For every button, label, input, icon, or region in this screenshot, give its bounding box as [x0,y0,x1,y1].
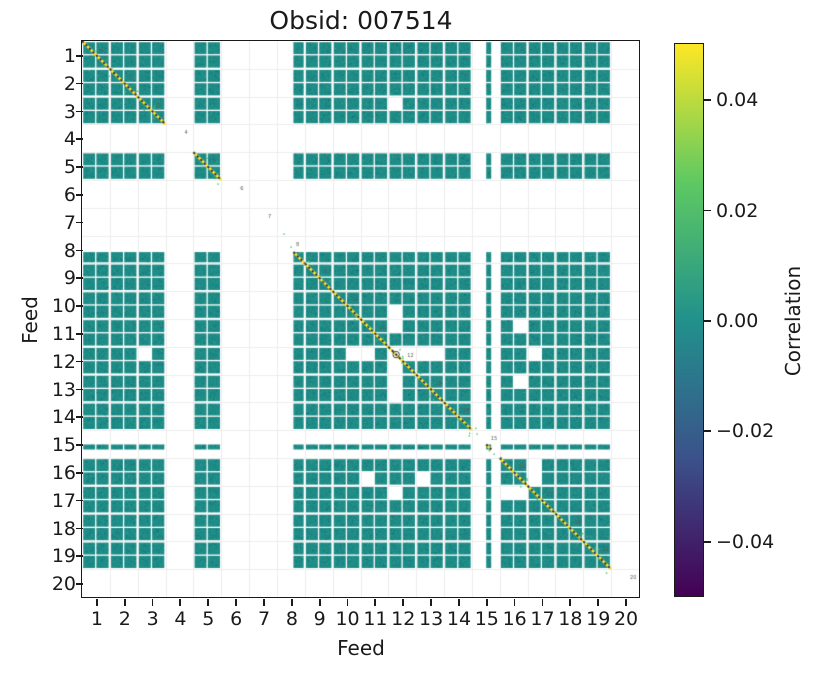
x-tick-mark [151,599,154,606]
x-tick-mark [263,599,265,606]
y-tick-mark [76,583,83,585]
x-tick-label: 17 [530,608,555,630]
y-tick-mark [76,499,83,502]
x-tick-mark [179,599,182,606]
x-tick-mark [207,599,210,606]
y-tick-mark [76,416,83,419]
x-tick-mark [290,599,293,606]
y-tick-label: 12 [51,350,76,373]
x-tick-label: 7 [257,608,271,630]
x-tick-mark [541,599,544,606]
y-tick-mark [76,388,83,391]
y-tick-mark [76,527,83,530]
x-tick-mark [235,599,237,606]
x-tick-label: 8 [285,608,298,630]
y-tick-label: 8 [63,239,76,262]
x-tick-mark [569,599,572,606]
y-tick-mark [76,332,83,335]
colorbar-tick-label: 0.00 [716,310,759,332]
x-tick-label: 2 [118,608,131,630]
colorbar-tick-mark [704,99,711,101]
y-tick-label: 16 [51,461,76,484]
x-tick-label: 18 [558,608,583,630]
x-tick-label: 3 [146,608,159,630]
x-tick-mark [430,599,432,606]
y-tick-mark [76,221,83,224]
x-tick-label: 16 [502,608,527,630]
colorbar-tick-label: −0.04 [716,530,775,553]
y-tick-mark [76,471,83,474]
x-tick-mark [123,599,126,606]
colorbar-tick-mark [704,540,711,543]
x-tick-label: 4 [174,608,187,630]
x-tick-mark [597,599,600,606]
x-tick-label: 20 [613,608,639,630]
y-tick-label: 14 [51,406,76,429]
y-tick-mark [76,166,83,168]
x-tick-label: 15 [474,608,499,630]
heatmap-canvas [82,41,640,598]
y-tick-mark [76,193,83,196]
y-tick-label: 5 [63,156,76,179]
x-axis-label: Feed [337,636,385,660]
x-tick-label: 11 [363,608,388,630]
y-tick-label: 9 [63,267,76,290]
y-tick-mark [76,82,83,85]
colorbar-tick-mark [704,320,711,322]
x-tick-label: 14 [446,608,472,630]
x-tick-mark [513,599,516,606]
x-tick-mark [346,599,349,606]
x-tick-mark [625,599,627,606]
y-tick-label: 1 [63,44,76,67]
y-tick-label: 10 [51,295,76,318]
x-tick-label: 13 [419,608,444,630]
y-tick-mark [76,138,83,141]
y-tick-label: 2 [63,72,76,95]
y-tick-mark [76,110,83,113]
x-tick-mark [95,599,98,606]
y-tick-mark [76,305,83,307]
y-tick-mark [76,444,83,446]
colorbar-tick-mark [704,209,711,212]
x-tick-label: 10 [335,608,360,630]
colorbar-tick-label: 0.02 [716,199,759,222]
x-tick-label: 19 [586,608,611,630]
y-tick-mark [76,360,83,363]
colorbar-tick-mark [704,430,711,433]
x-tick-mark [457,599,460,606]
y-tick-label: 17 [51,489,76,512]
y-tick-label: 7 [63,211,76,234]
y-tick-label: 4 [63,128,76,151]
x-tick-label: 12 [391,608,416,630]
colorbar [674,43,705,598]
y-tick-label: 6 [63,183,76,206]
colorbar-label: Correlation [781,265,805,377]
y-tick-label: 15 [51,434,76,457]
x-tick-mark [485,599,488,606]
y-tick-label: 3 [63,100,76,123]
x-tick-label: 1 [90,608,103,630]
y-tick-label: 11 [51,322,76,345]
x-tick-label: 9 [313,608,326,630]
y-tick-label: 13 [51,378,76,401]
x-tick-mark [402,599,405,606]
x-tick-label: 6 [230,608,243,630]
colorbar-tick-label: −0.02 [716,420,775,443]
y-tick-mark [76,277,83,280]
chart-title: Obsid: 007514 [269,6,453,35]
y-tick-label: 20 [51,573,76,596]
plot-area [81,40,641,599]
y-tick-mark [76,54,83,57]
y-tick-mark [76,249,83,252]
x-tick-label: 5 [202,608,215,630]
x-tick-mark [374,599,377,606]
colorbar-tick-label: 0.04 [716,89,759,112]
y-tick-label: 18 [51,517,76,540]
y-tick-mark [76,555,83,558]
y-tick-label: 19 [51,545,76,568]
x-tick-mark [318,599,321,606]
